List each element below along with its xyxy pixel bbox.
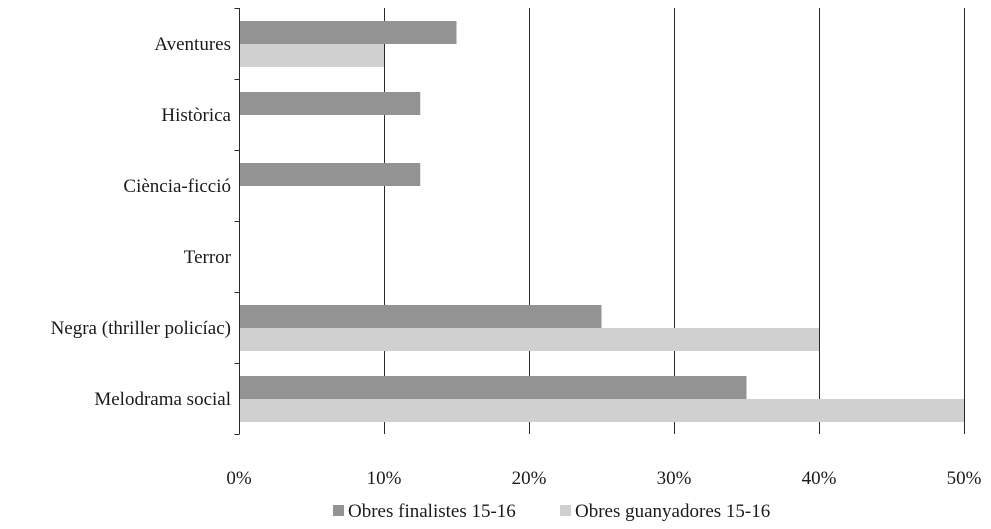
bar-guanyadores <box>239 44 384 67</box>
category-label: Melodrama social <box>94 389 231 410</box>
gridlines <box>384 8 965 434</box>
category-labels: Aventures Històrica Ciència-ficció Terror Ne… <box>51 34 232 410</box>
x-tick-label: 50% <box>947 468 982 489</box>
bar-guanyadores <box>239 328 819 351</box>
bar-guanyadores <box>239 399 964 422</box>
bar-finalistes <box>239 21 457 44</box>
bar-finalistes <box>239 163 421 186</box>
category-label: Històrica <box>161 105 231 126</box>
x-tick-label: 20% <box>512 468 547 489</box>
x-tick-label: 0% <box>226 468 252 489</box>
x-tick-label: 40% <box>802 468 837 489</box>
bar-finalistes <box>239 305 602 328</box>
legend-swatch-finalistes <box>333 505 344 516</box>
x-tick-label: 30% <box>657 468 692 489</box>
legend-swatch-guanyadores <box>560 505 571 516</box>
x-tick-label: 10% <box>367 468 402 489</box>
legend: Obres finalistes 15-16 Obres guanyadores … <box>333 501 770 522</box>
legend-label-guanyadores: Obres guanyadores 15-16 <box>575 501 770 522</box>
bar-finalistes <box>239 376 747 399</box>
x-tick-labels: 0% 10% 20% 30% 40% 50% <box>226 468 981 489</box>
category-label: Ciència-ficció <box>123 176 231 197</box>
bars <box>239 21 964 422</box>
axes <box>234 8 240 435</box>
category-label: Aventures <box>154 34 231 55</box>
category-label: Negra (thriller policíac) <box>51 318 231 339</box>
legend-label-finalistes: Obres finalistes 15-16 <box>348 501 516 522</box>
category-label: Terror <box>184 247 232 268</box>
bar-finalistes <box>239 92 421 115</box>
